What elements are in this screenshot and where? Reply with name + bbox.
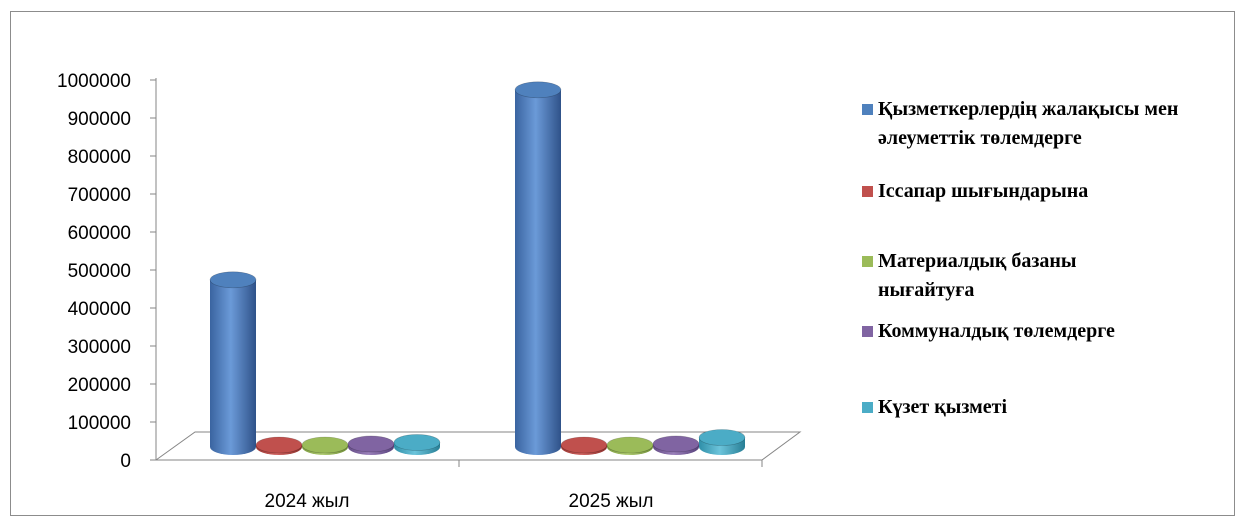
legend-label: Күзет қызметі — [878, 396, 1008, 418]
y-tick-label: 300000 — [68, 337, 131, 358]
legend-item: Күзет қызметі — [862, 393, 1218, 422]
legend-label: Іссапар шығындарына — [878, 180, 1089, 202]
y-tick-label: 700000 — [68, 185, 131, 206]
y-tick-label: 800000 — [68, 147, 131, 168]
legend-label: Қызметкерлердің жалақысы мен әлеуметтік … — [878, 98, 1179, 149]
legend-item: Коммуналдық төлемдерге — [862, 317, 1218, 346]
bar — [514, 81, 562, 456]
bar — [652, 435, 700, 455]
bar — [255, 436, 303, 455]
chart-axes — [154, 78, 802, 467]
legend-item: Материалдық базаны нығайтуға — [862, 247, 1168, 305]
bar — [393, 434, 441, 455]
bar — [209, 271, 257, 455]
bar — [301, 436, 349, 455]
bar — [560, 436, 608, 455]
legend-item: Іссапар шығындарына — [862, 177, 1218, 206]
bar — [347, 435, 395, 455]
x-axis-labels: 2024 жыл 2025 жыл — [265, 491, 654, 512]
bars — [209, 81, 746, 456]
y-tick-label: 200000 — [68, 375, 131, 396]
bar — [606, 436, 654, 455]
y-tick-label: 500000 — [68, 261, 131, 282]
y-tick-label: 600000 — [68, 223, 131, 244]
x-category-label: 2024 жыл — [265, 491, 350, 512]
legend-label: Материалдық базаны нығайтуға — [878, 250, 1077, 301]
legend-label: Коммуналдық төлемдерге — [878, 320, 1115, 342]
legend-swatch — [862, 104, 873, 115]
y-axis-ticks: 0 100000 200000 300000 400000 500000 600000 700… — [57, 71, 156, 472]
legend-item: Қызметкерлердің жалақысы мен әлеуметтік … — [862, 95, 1218, 153]
legend-swatch — [862, 186, 873, 197]
y-tick-label: 100000 — [68, 413, 131, 434]
y-tick-label: 0 — [120, 451, 131, 472]
bar — [698, 429, 746, 455]
y-tick-label: 1000000 — [57, 71, 131, 92]
y-tick-label: 400000 — [68, 299, 131, 320]
legend-swatch — [862, 256, 873, 267]
legend-swatch — [862, 402, 873, 413]
x-category-label: 2025 жыл — [569, 491, 654, 512]
legend-swatch — [862, 326, 873, 337]
y-tick-label: 900000 — [68, 109, 131, 130]
